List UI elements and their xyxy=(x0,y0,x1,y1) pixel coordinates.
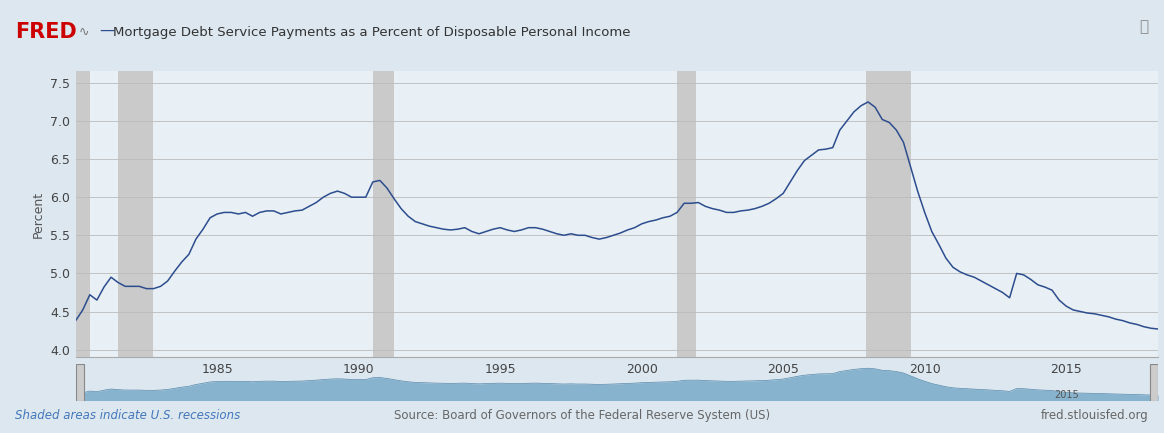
Bar xyxy=(76,364,84,401)
Text: Source: Board of Governors of the Federal Reserve System (US): Source: Board of Governors of the Federa… xyxy=(393,409,771,422)
Y-axis label: Percent: Percent xyxy=(31,191,44,238)
Bar xyxy=(1150,364,1158,401)
Bar xyxy=(677,71,696,357)
Text: Shaded areas indicate U.S. recessions: Shaded areas indicate U.S. recessions xyxy=(15,409,241,422)
Text: 2015: 2015 xyxy=(1053,390,1079,400)
Text: FRED: FRED xyxy=(15,22,77,42)
Bar xyxy=(76,71,90,357)
Text: ⤢: ⤢ xyxy=(1140,19,1149,34)
Text: fred.stlouisfed.org: fred.stlouisfed.org xyxy=(1041,409,1149,422)
Bar xyxy=(118,71,154,357)
Bar xyxy=(372,71,395,357)
Bar xyxy=(866,71,910,357)
Text: —: — xyxy=(99,23,114,38)
Text: ∿: ∿ xyxy=(79,26,90,39)
Text: Mortgage Debt Service Payments as a Percent of Disposable Personal Income: Mortgage Debt Service Payments as a Perc… xyxy=(113,26,631,39)
